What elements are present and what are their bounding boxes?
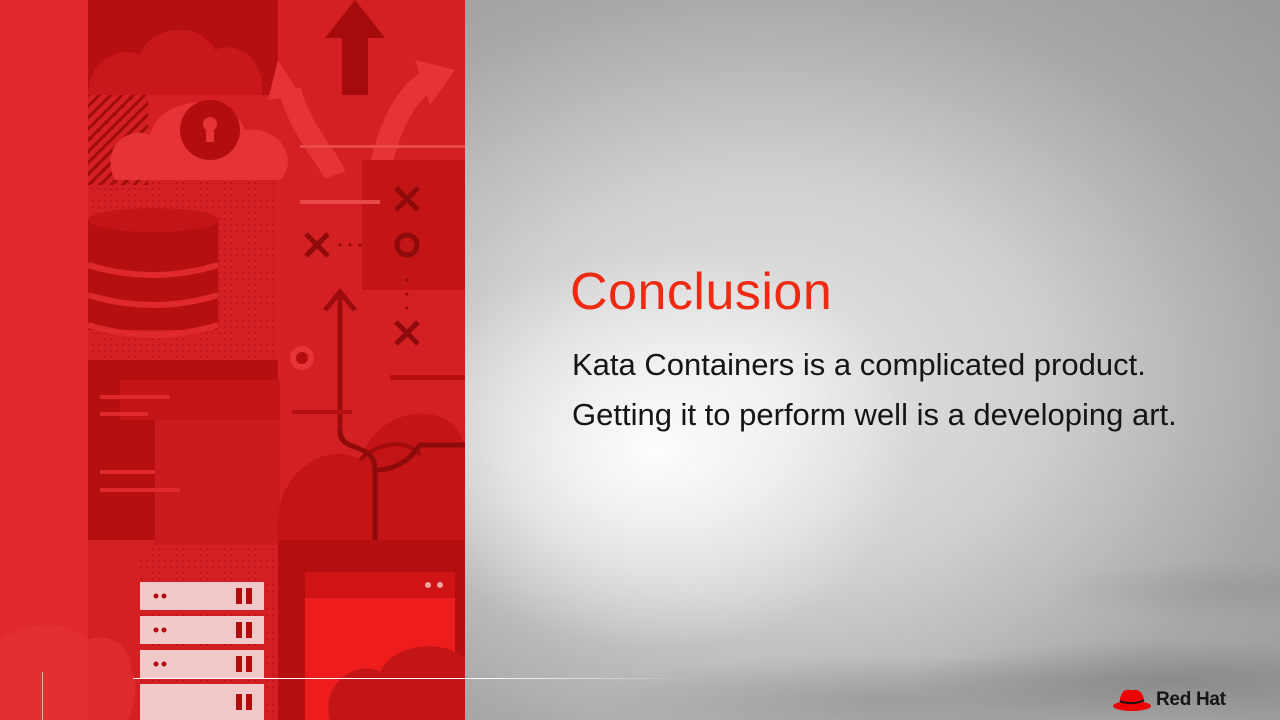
red-hat-logo: Red Hat <box>1111 684 1271 716</box>
slide-body-line-2: Getting it to perform well is a developi… <box>572 397 1177 432</box>
arrow-up-icon <box>325 0 385 95</box>
decorative-illustration-panel <box>0 0 465 720</box>
logo-text: Red Hat <box>1156 689 1226 710</box>
gray-sky-background <box>465 0 1280 720</box>
cloud-texture <box>465 470 1280 720</box>
slide-body-line-1: Kata Containers is a complicated product… <box>572 347 1146 382</box>
footer-tick <box>42 672 43 720</box>
footer-divider <box>133 678 693 679</box>
red-hat-fedora-icon <box>1113 689 1151 711</box>
server-rack-icon <box>140 582 264 720</box>
slide-title: Conclusion <box>570 263 833 321</box>
